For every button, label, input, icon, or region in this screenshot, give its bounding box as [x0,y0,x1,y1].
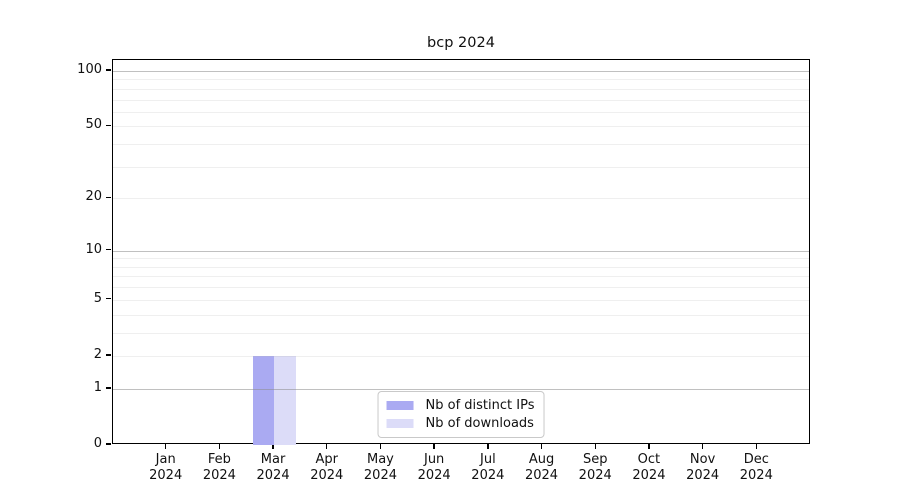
x-tick-month: Jun [423,452,445,467]
y-tick-mark [106,387,111,389]
x-tick-month: Nov [689,452,716,467]
y-tick-label: 100 [77,62,102,77]
x-tick-label: Dec 2024 [721,452,791,484]
x-tick-mark [164,444,167,449]
y-tick-label: 5 [93,290,102,306]
gridline-minor [113,198,809,200]
legend-label: Nb of distinct IPs [425,398,535,413]
gridline-major [113,388,809,390]
y-tick-mark [106,248,111,251]
y-tick-mark [106,443,111,445]
y-tick-mark [106,69,111,71]
x-tick-mark [648,444,650,449]
bar-nb-of-downloads [274,355,296,445]
gridline-minor [113,276,809,278]
x-tick-year: 2024 [739,468,773,483]
x-tick-year: 2024 [417,468,451,483]
x-tick-year: 2024 [471,468,505,483]
gridline-minor [113,111,809,113]
x-tick-mark [379,444,382,449]
gridline-minor [113,287,809,289]
legend-swatch [386,401,414,410]
y-tick-mark [106,124,111,127]
x-tick-year: 2024 [363,468,397,483]
y-tick-mark [106,196,111,198]
gridline-minor [113,266,809,268]
y-tick-mark [106,298,111,300]
legend-item: Nb of downloads [386,416,535,431]
x-tick-month: Sep [582,452,608,467]
x-tick-year: 2024 [202,468,236,483]
x-tick-label: Apr 2024 [292,452,362,484]
x-tick-year: 2024 [256,468,290,483]
x-tick-month: Jul [480,452,496,467]
x-tick-mark [272,444,274,449]
bar-nb-of-distinct-ips [252,355,275,445]
x-tick-month: Oct [637,452,661,467]
legend-swatch [386,419,414,428]
gridline-minor [113,332,809,334]
x-tick-year: 2024 [310,468,344,483]
x-tick-year: 2024 [578,468,612,483]
plot-area [112,59,810,445]
x-tick-month: Feb [207,452,231,467]
y-tick-label: 10 [85,241,102,257]
x-tick-label: Nov 2024 [668,452,738,484]
gridline-minor [113,314,809,316]
legend-item: Nb of distinct IPs [386,398,535,413]
legend-label: Nb of downloads [425,416,534,431]
legend: Nb of distinct IPs Nb of downloads [377,391,545,438]
x-tick-label: May 2024 [345,452,415,484]
gridline-major [113,250,809,252]
x-tick-label: Mar 2024 [238,452,308,484]
x-tick-label: Jan 2024 [131,452,201,484]
gridline-minor [113,99,809,101]
gridline-major [113,71,809,72]
x-tick-label: Oct 2024 [614,452,684,484]
x-tick-year: 2024 [524,468,559,483]
x-tick-mark [594,444,596,449]
gridline-minor [113,88,809,90]
y-tick-label: 1 [93,379,102,395]
x-tick-month: Mar [260,452,286,467]
x-tick-month: Dec [743,452,769,467]
y-tick-label: 0 [93,436,102,451]
x-tick-mark [326,444,328,449]
x-tick-month: Aug [528,452,555,467]
x-tick-label: Feb 2024 [184,452,254,484]
x-tick-label: Jul 2024 [453,452,523,484]
gridline-minor [113,355,809,357]
x-tick-mark [755,444,757,449]
x-tick-mark [218,444,221,449]
y-tick-label: 2 [93,346,102,362]
gridline-minor [113,144,809,146]
y-tick-label: 20 [85,189,102,205]
x-tick-label: Sep 2024 [560,452,630,484]
x-tick-year: 2024 [632,468,666,483]
gridline-minor [113,126,809,128]
x-tick-label: Jun 2024 [399,452,469,484]
x-tick-mark [487,444,489,449]
x-tick-mark [433,444,435,449]
gridline-minor [113,258,809,260]
x-tick-mark [540,444,543,449]
gridline-minor [113,299,809,301]
gridline-minor [113,166,809,168]
x-tick-month: Jan [155,452,176,467]
x-tick-label: Aug 2024 [507,452,577,484]
x-tick-mark [701,444,704,449]
y-tick-mark [106,354,111,356]
x-tick-year: 2024 [686,468,720,483]
y-tick-label: 50 [85,117,102,133]
chart-title: bcp 2024 [427,35,495,51]
x-tick-month: May [367,452,394,467]
gridline-minor [113,79,809,81]
x-tick-year: 2024 [149,468,183,483]
x-tick-month: Apr [315,452,339,467]
